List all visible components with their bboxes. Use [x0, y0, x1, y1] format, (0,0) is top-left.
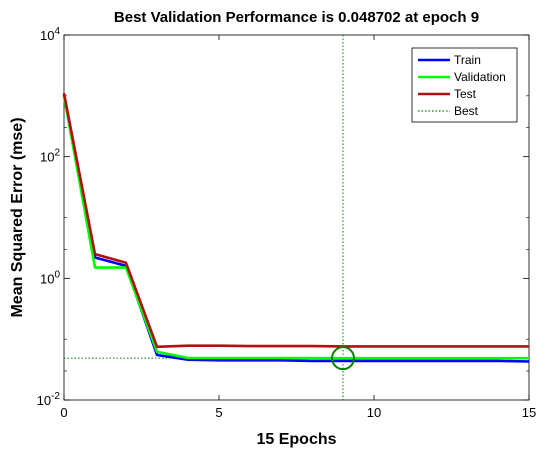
y-tick-label: 104	[40, 26, 60, 43]
x-tick-label: 10	[367, 405, 381, 420]
legend-label-validation: Validation	[454, 70, 506, 84]
plot-area: 0 5 10 15 10-2 100 102 104	[37, 26, 537, 420]
series-line-test	[62, 93, 529, 349]
chart-title: Best Validation Performance is 0.048702 …	[114, 9, 479, 26]
y-tick-label: 10-2	[37, 391, 61, 408]
y-tick-label: 100	[40, 269, 60, 286]
x-axis-label: 15 Epochs	[256, 431, 336, 448]
legend: Train Validation Test Best	[411, 47, 518, 123]
y-axis-label: Mean Squared Error (mse)	[9, 117, 26, 317]
legend-label-test: Test	[454, 87, 477, 101]
legend-label-best: Best	[454, 104, 479, 118]
y-tick-label: 102	[40, 148, 60, 165]
series-line-train	[62, 94, 530, 363]
best-point-marker	[331, 346, 355, 371]
series-line-validation	[62, 95, 529, 360]
legend-label-train: Train	[454, 53, 481, 67]
x-tick-label: 0	[60, 405, 67, 420]
x-tick-label: 5	[215, 405, 222, 420]
x-tick-label: 15	[522, 405, 536, 420]
